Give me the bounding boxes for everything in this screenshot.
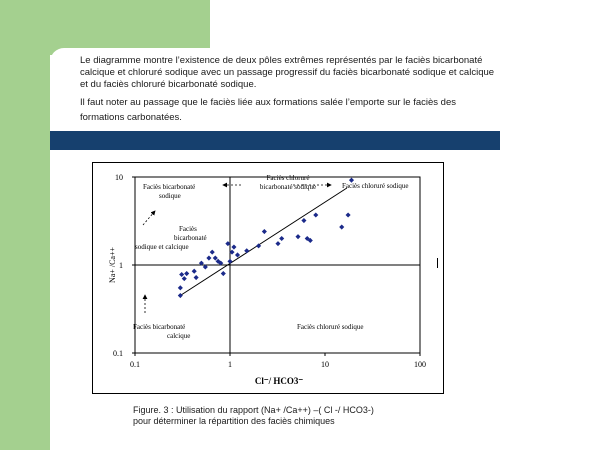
annotation-chlorure-sodique-bottom: Faciès chloruré sodique — [297, 323, 363, 331]
y-tick-label-0.1: 0.1 — [113, 349, 123, 358]
data-point-30 — [339, 224, 345, 230]
data-point-23 — [275, 241, 281, 247]
data-point-24 — [279, 235, 285, 242]
data-point-31 — [345, 212, 351, 218]
figure-caption: Figure. 3 : Utilisation du rapport (Na+ … — [133, 405, 463, 427]
stray-tick-mark — [437, 258, 438, 268]
data-point-19 — [234, 252, 241, 258]
arrow-to-bicarb-sodique — [142, 210, 156, 226]
data-point-1 — [177, 285, 183, 291]
chart-frame: 10 1 0.1 0.1 1 10 100 Cl⁻/ HCO3⁻ Na+ /Ca… — [92, 162, 444, 394]
data-points — [177, 177, 355, 299]
data-point-17 — [229, 249, 235, 255]
data-point-14 — [220, 270, 226, 277]
data-point-6 — [193, 275, 199, 281]
data-point-9 — [206, 255, 212, 261]
data-point-29 — [313, 212, 319, 218]
annotation-chlorure-bicarb-line1: Faciès chloruré — [267, 174, 310, 182]
data-point-4 — [184, 270, 190, 277]
data-point-15 — [225, 241, 231, 247]
x-tick-label-0.1: 0.1 — [130, 360, 140, 369]
data-point-32 — [348, 177, 355, 183]
x-axis-label: Cl⁻/ HCO3⁻ — [255, 376, 304, 386]
data-point-11 — [212, 255, 218, 261]
data-point-18 — [231, 244, 237, 250]
annotation-bicarb-sod-calc-line2: bicarbonaté — [174, 234, 207, 242]
annotation-bicarb-calcique-line1: Faciès bicarbonaté — [133, 323, 185, 331]
y-axis-label: Na+ /Ca++ — [108, 247, 117, 283]
green-side-band — [0, 0, 50, 450]
intro-text: Le diagramme montre l’existence de deux … — [80, 55, 500, 125]
data-point-2 — [179, 271, 185, 278]
tick-marks — [132, 176, 421, 356]
trend-line — [180, 187, 348, 296]
data-point-22 — [261, 228, 267, 235]
facies-scatter-chart: 10 1 0.1 0.1 1 10 100 Cl⁻/ HCO3⁻ Na+ /Ca… — [108, 173, 426, 386]
caption-line-1: Figure. 3 : Utilisation du rapport (Na+ … — [133, 405, 374, 415]
annotation-chlorure-bicarb-line2: bicarbonaté sodique — [260, 183, 316, 191]
y-tick-label-10: 10 — [115, 173, 123, 182]
x-tick-label-10: 10 — [321, 360, 329, 369]
intro-paragraph-2: Il faut noter au passage que le faciès l… — [80, 97, 456, 123]
navy-divider-band — [50, 131, 500, 150]
data-point-5 — [191, 268, 197, 274]
data-point-10 — [209, 249, 215, 255]
x-tick-label-100: 100 — [414, 360, 426, 369]
data-point-3 — [181, 276, 187, 282]
data-point-20 — [244, 248, 250, 254]
annotation-chlorure-sodique-top: Faciès chloruré sodique — [342, 182, 408, 190]
annotation-bicarb-calcique-line2: calcique — [167, 332, 190, 340]
annotation-bicarb-sod-calc-line1: Faciès — [179, 225, 197, 233]
caption-line-2: pour déterminer la répartition des faciè… — [133, 416, 335, 426]
annotation-bicarb-sodique-line2: sodique — [159, 192, 181, 200]
annotation-bicarb-sodique-line1: Faciès bicarbonaté — [143, 183, 195, 191]
data-point-16 — [227, 258, 233, 264]
data-point-26 — [301, 218, 307, 224]
y-tick-label-1: 1 — [119, 261, 123, 270]
data-point-0 — [177, 292, 183, 299]
intro-paragraph-1: Le diagramme montre l’existence de deux … — [80, 55, 495, 90]
x-tick-label-1: 1 — [228, 360, 232, 369]
annotation-bicarb-sod-calc-line3: sodique et calcique — [135, 243, 189, 251]
data-point-25 — [295, 234, 301, 240]
